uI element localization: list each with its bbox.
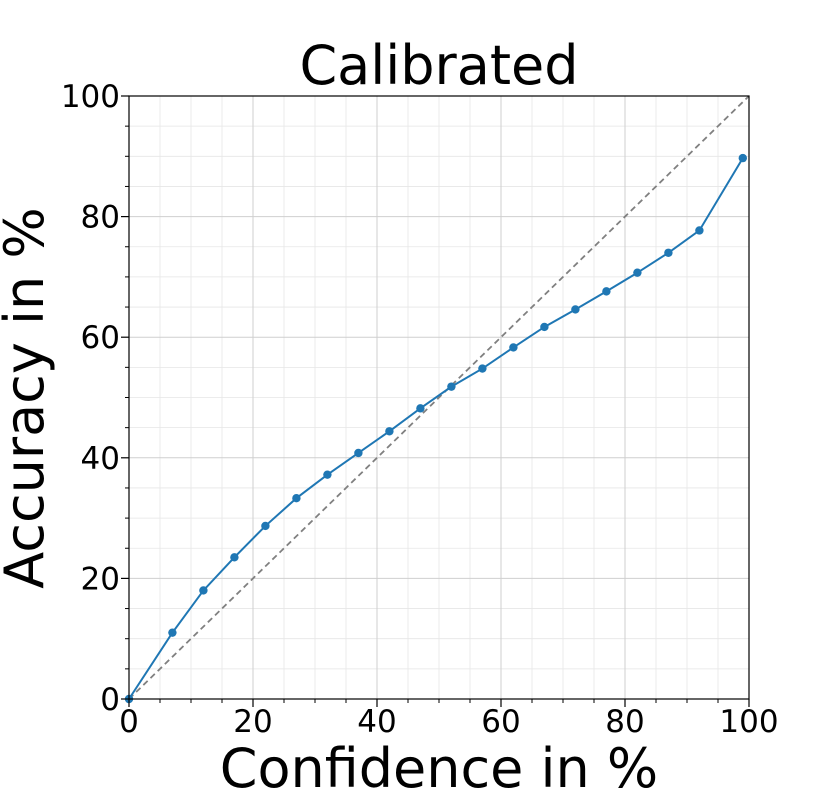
y-tick-label: 40 (81, 441, 120, 477)
y-axis-label: Accuracy in % (0, 207, 56, 588)
reference-diagonal-layer (128, 95, 750, 700)
data-point (385, 427, 394, 436)
reference-diagonal-line (128, 95, 750, 700)
data-point (478, 364, 487, 373)
y-tick-label: 0 (100, 682, 120, 718)
x-tick-label: 60 (481, 704, 520, 740)
data-point (199, 586, 208, 595)
data-point (664, 248, 673, 257)
data-point (354, 448, 363, 458)
series-layer (124, 153, 747, 704)
data-point (230, 553, 239, 562)
chart-title: Calibrated (299, 34, 578, 97)
data-point (416, 404, 425, 413)
data-point (261, 521, 270, 531)
minor-grid (129, 96, 749, 699)
y-tick-label: 60 (81, 320, 120, 356)
data-point (695, 226, 704, 235)
data-point (168, 628, 177, 637)
x-axis-label: Confidence in % (220, 737, 659, 800)
data-point (602, 287, 611, 296)
series-line (128, 157, 744, 700)
x-tick-label: 100 (719, 704, 778, 740)
data-point (509, 343, 518, 352)
y-tick-label: 20 (81, 561, 120, 597)
data-point (292, 494, 301, 503)
major-grid (129, 96, 749, 699)
y-tick-label: 80 (81, 200, 120, 236)
x-tick-label: 80 (605, 704, 644, 740)
data-point (323, 470, 332, 479)
x-tick-label: 40 (357, 704, 396, 740)
data-point (540, 322, 549, 332)
x-tick-label: 0 (119, 704, 139, 740)
data-point (633, 268, 642, 277)
ticks-layer: 0 20 40 60 80 100 0 20 40 60 80 100 (61, 79, 779, 740)
data-point (738, 153, 747, 163)
data-point (447, 382, 456, 391)
data-point (571, 305, 580, 314)
x-tick-label: 20 (233, 704, 272, 740)
y-tick-label: 100 (61, 79, 120, 115)
